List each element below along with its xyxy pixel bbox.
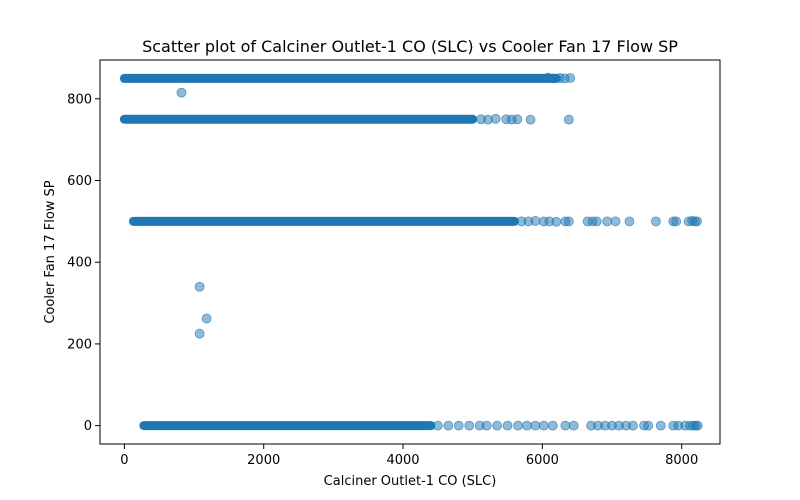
- scatter-point: [565, 73, 576, 83]
- scatter-point: [563, 114, 574, 125]
- scatter-point: [538, 420, 549, 431]
- x-axis-label: Calciner Outlet-1 CO (SLC): [324, 474, 497, 489]
- scatter-point: [628, 420, 638, 431]
- scatter-point: [671, 216, 682, 227]
- scatter-point: [522, 420, 532, 431]
- plot-frame: [99, 59, 721, 445]
- scatter-point: [453, 420, 464, 431]
- dense-band-0: [119, 73, 561, 83]
- scatter-point: [525, 114, 536, 125]
- dense-band-2: [128, 216, 519, 226]
- scatter-point: [551, 216, 562, 227]
- y-axis-label: Cooler Fan 17 Flow SP: [43, 180, 58, 323]
- scatter-points: [176, 72, 703, 431]
- scatter-point: [624, 216, 635, 227]
- scatter-point: [563, 216, 574, 227]
- x-tick-label: 6000: [526, 453, 559, 468]
- x-tick-label: 0: [120, 453, 128, 468]
- scatter-point: [194, 328, 205, 339]
- chart-title: Scatter plot of Calciner Outlet-1 CO (SL…: [142, 37, 678, 56]
- y-tick-label: 0: [84, 419, 92, 434]
- scatter-point: [643, 420, 654, 431]
- scatter-point: [560, 420, 571, 431]
- scatter-point: [513, 420, 523, 431]
- scatter-point: [530, 420, 541, 431]
- scatter-point: [602, 216, 613, 227]
- scatter-point: [176, 87, 187, 98]
- scatter-point: [610, 216, 621, 227]
- scatter-point: [490, 113, 501, 124]
- x-axis-ticks: 0 2000 4000 6000 8000: [120, 444, 698, 468]
- x-tick-label: 4000: [386, 453, 419, 468]
- x-tick-label: 2000: [247, 453, 280, 468]
- scatter-point: [692, 420, 703, 431]
- scatter-point: [464, 420, 475, 431]
- scatter-point: [502, 420, 513, 431]
- scatter-point: [692, 216, 702, 227]
- scatter-point: [512, 114, 523, 125]
- scatter-point: [547, 420, 558, 431]
- scatter-point: [432, 420, 443, 431]
- y-tick-label: 800: [67, 92, 92, 107]
- scatter-point: [651, 216, 661, 227]
- scatter-point: [591, 216, 602, 227]
- scatter-point: [530, 216, 541, 226]
- scatter-point: [194, 281, 205, 292]
- scatter-point: [655, 420, 666, 431]
- dense-bands: [119, 73, 561, 431]
- y-tick-label: 400: [67, 256, 92, 271]
- dense-band-1: [119, 114, 478, 124]
- dense-band-3: [139, 421, 436, 431]
- x-tick-label: 8000: [665, 453, 698, 468]
- scatter-point: [481, 420, 492, 431]
- y-tick-label: 200: [67, 337, 92, 352]
- scatter-point: [492, 420, 502, 431]
- scatter-point: [443, 420, 454, 431]
- scatter-point: [568, 420, 579, 431]
- y-tick-label: 600: [67, 174, 92, 189]
- y-axis-ticks: 0 200 400 600 800: [67, 92, 100, 434]
- scatter-point: [201, 313, 212, 324]
